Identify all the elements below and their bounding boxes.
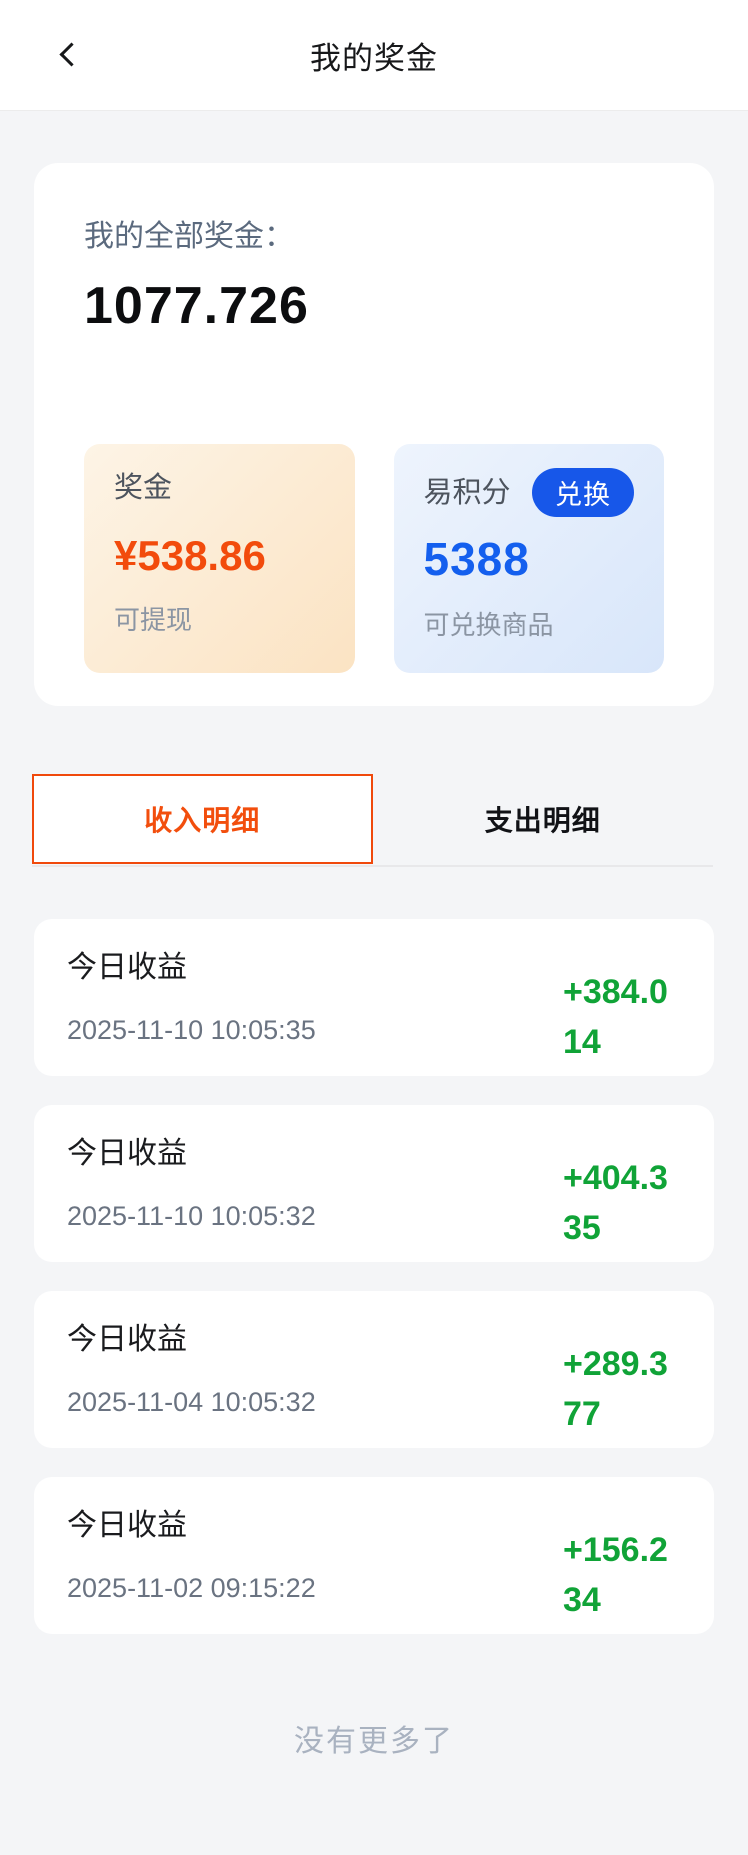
bonus-summary-card: 我的全部奖金： 1077.726 奖金 ¥538.86 可提现 易积分 兑换 5… — [34, 163, 714, 706]
tab-income-detail[interactable]: 收入明细 — [32, 774, 373, 864]
exchange-button[interactable]: 兑换 — [532, 468, 634, 517]
record-title: 今日收益 — [67, 950, 187, 984]
points-amount: 5388 — [423, 533, 530, 585]
no-more-indicator: 没有更多了 — [294, 1725, 454, 1758]
record-timestamp: 2025-11-04 10:05:32 — [67, 1386, 316, 1417]
bonus-amount: ¥538.86 — [114, 532, 266, 579]
page-title: 我的奖金 — [310, 40, 438, 76]
points-tile-label: 易积分 — [423, 476, 511, 509]
bonus-tile-label: 奖金 — [114, 472, 173, 504]
record-amount: +384.014 — [563, 973, 668, 1061]
record-card: 今日收益 2025-11-10 10:05:32 +404.335 — [34, 1105, 714, 1262]
points-note: 可兑换商品 — [423, 610, 554, 640]
record-amount: +156.234 — [563, 1531, 668, 1619]
record-timestamp: 2025-11-10 10:05:35 — [67, 1014, 316, 1045]
record-title: 今日收益 — [67, 1136, 187, 1170]
record-title: 今日收益 — [67, 1322, 187, 1356]
tab-expense-detail[interactable]: 支出明细 — [484, 805, 601, 836]
record-amount: +289.377 — [563, 1345, 668, 1433]
bonus-note: 可提现 — [114, 605, 193, 635]
record-timestamp: 2025-11-10 10:05:32 — [67, 1200, 316, 1231]
record-card: 今日收益 2025-11-02 09:15:22 +156.234 — [34, 1477, 714, 1634]
record-title: 今日收益 — [67, 1508, 187, 1542]
back-button[interactable] — [46, 32, 90, 76]
summary-sub-cards: 奖金 ¥538.86 可提现 易积分 兑换 5388 可兑换商品 — [84, 444, 664, 673]
points-tile: 易积分 兑换 5388 可兑换商品 — [393, 444, 664, 673]
record-card: 今日收益 2025-11-10 10:05:35 +384.014 — [34, 919, 714, 1076]
record-card: 今日收益 2025-11-04 10:05:32 +289.377 — [34, 1291, 714, 1448]
record-timestamp: 2025-11-02 09:15:22 — [67, 1572, 316, 1603]
chevron-left-icon — [58, 41, 84, 67]
nav-bar: 我的奖金 — [0, 0, 748, 111]
total-bonus-label: 我的全部奖金： — [84, 220, 294, 253]
record-amount: +404.335 — [563, 1159, 668, 1247]
detail-tabs: 收入明细 支出明细 — [32, 774, 713, 867]
total-bonus-value: 1077.726 — [84, 277, 309, 335]
bonus-tile: 奖金 ¥538.86 可提现 — [84, 444, 355, 673]
